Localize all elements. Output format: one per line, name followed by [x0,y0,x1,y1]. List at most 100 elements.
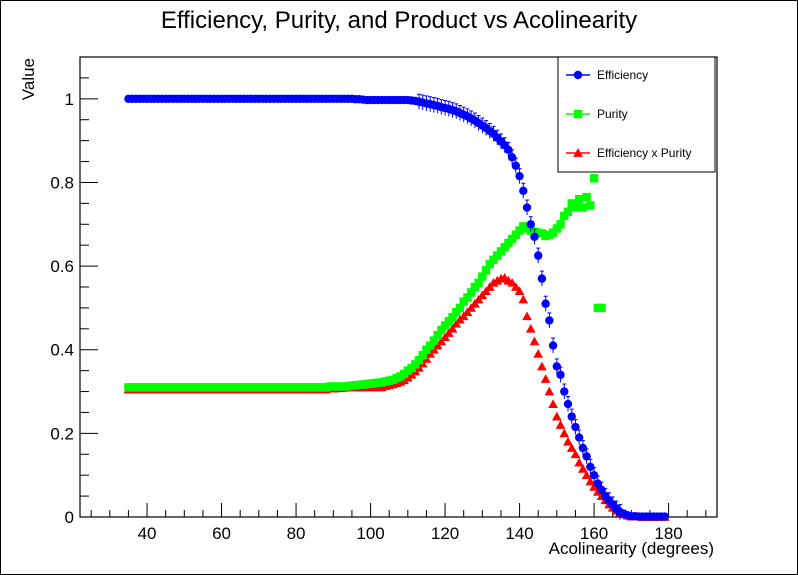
data-point [582,192,591,202]
data-point [589,470,599,480]
data-point [537,274,547,283]
data-point [455,303,465,313]
y-tick-label: 0.4 [50,341,74,360]
y-tick-label: 0.8 [50,173,74,192]
series-layer [123,93,670,521]
data-point [530,232,539,242]
legend-items: Efficiency Purity Efficiency x Purity [566,68,691,160]
x-axis-ticks [90,503,707,517]
data-point [447,323,458,333]
data-point [448,312,457,322]
data-point [560,387,569,396]
data-point [563,436,573,446]
data-point [567,412,576,421]
data-point [481,266,491,275]
data-point [563,399,573,409]
data-point [507,277,517,287]
data-point [478,272,487,281]
data-point [578,464,588,473]
data-point [504,145,513,155]
data-point [511,282,521,291]
data-point [511,161,521,170]
y-tick-label: 1 [65,90,74,109]
legend-marker [573,70,583,80]
x-tick-label: 80 [287,524,306,543]
data-point [589,174,599,183]
data-point [578,443,588,453]
legend-item: Purity [566,107,628,121]
data-point [474,278,483,288]
data-point [437,325,446,335]
data-point [548,399,558,408]
data-point [425,341,435,350]
data-point [537,361,547,371]
data-point [660,512,670,521]
data-point [507,153,517,162]
legend-item: Efficiency [566,68,648,82]
data-point [597,303,606,313]
data-point [548,341,558,350]
data-point [529,336,540,346]
x-tick-label: 180 [654,524,682,543]
y-axis-tick-labels: 0 0.2 0.4 0.6 0.8 1 [50,90,74,527]
data-point [414,355,424,365]
data-point [559,428,570,438]
legend-label: Purity [597,107,628,121]
data-point [533,251,543,260]
data-point [586,201,595,210]
data-point [525,323,536,333]
data-point [551,411,562,421]
x-tick-label: 100 [356,524,384,543]
y-tick-label: 0.2 [50,424,74,443]
data-point [570,449,581,459]
data-point [578,203,588,212]
data-point [514,286,525,296]
x-axis-tick-labels: 40 60 80 100 120 140 160 180 [138,524,683,543]
data-point [593,479,602,488]
chart-title: Efficiency, Purity, and Product vs Acoli… [161,7,637,34]
legend-label: Efficiency [597,68,648,82]
x-tick-label: 140 [505,524,533,543]
x-tick-label: 60 [212,524,231,543]
data-point [522,203,532,212]
data-point [589,482,599,491]
data-point [566,443,577,452]
data-point [545,316,554,325]
data-point [544,386,555,396]
data-point [574,433,584,442]
data-point [515,171,524,181]
data-point [555,420,566,429]
x-axis-title: Acolinearity (degrees) [549,539,714,558]
data-point [429,336,439,345]
legend-marker [573,148,583,157]
x-tick-label: 160 [580,524,608,543]
data-point [585,476,596,486]
data-point [563,207,573,216]
y-tick-label: 0.6 [50,257,74,276]
data-point [582,452,591,461]
x-tick-label: 40 [138,524,157,543]
x-tick-label: 120 [431,524,459,543]
data-point [418,350,427,360]
data-point [541,299,550,308]
data-point [574,457,584,467]
data-point [463,293,472,302]
data-point [574,194,584,204]
data-point [526,220,535,229]
legend-item: Efficiency x Purity [566,146,691,160]
data-point [552,362,562,371]
series-efficiency [124,93,670,521]
legend: Efficiency Purity Efficiency x Purity [557,56,716,173]
data-point [533,349,544,358]
y-axis-ticks [80,56,98,518]
data-point [540,374,551,383]
y-axis-title: Value [19,58,38,100]
data-point [519,186,528,196]
data-point [597,485,606,495]
data-point [522,311,532,321]
data-point [433,330,442,340]
data-point [518,294,529,304]
legend-label: Efficiency x Purity [597,146,691,160]
